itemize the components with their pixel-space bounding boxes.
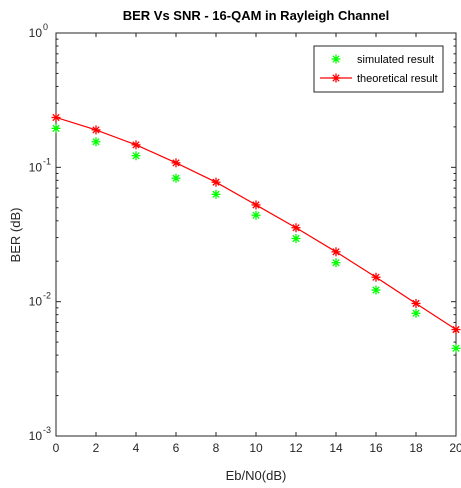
chart-title: BER Vs SNR - 16-QAM in Rayleigh Channel [123, 8, 390, 23]
y-axis-label: BER (dB) [8, 208, 23, 263]
x-tick-label: 10 [249, 441, 263, 455]
x-tick-label: 16 [369, 441, 383, 455]
simulated-point [331, 258, 341, 268]
theoretical-point [331, 247, 341, 257]
y-tick-label: 10 [29, 26, 43, 40]
x-tick-label: 20 [449, 441, 461, 455]
theoretical-point [51, 112, 61, 122]
legend-marker [331, 54, 341, 64]
x-axis-label: Eb/N0(dB) [226, 468, 287, 483]
simulated-point [171, 173, 181, 183]
y-tick-base: 10 [29, 26, 43, 40]
y-tick-exponent: -2 [43, 291, 51, 301]
simulated-point [131, 151, 141, 161]
theoretical-point [171, 158, 181, 168]
theoretical-point [91, 125, 101, 135]
theoretical-point [371, 272, 381, 282]
y-tick-exponent: 0 [43, 22, 48, 32]
x-tick-label: 2 [93, 441, 100, 455]
simulated-point [371, 285, 381, 295]
legend-box [313, 45, 444, 93]
simulated-point [211, 189, 221, 199]
theoretical-point [251, 200, 261, 210]
theoretical-point [291, 223, 301, 233]
theoretical-point [211, 177, 221, 187]
legend-label: simulated result [357, 54, 434, 66]
y-tick-exponent: -3 [43, 425, 51, 435]
x-tick-label: 14 [329, 441, 343, 455]
x-tick-label: 8 [213, 441, 220, 455]
legend-marker [331, 73, 341, 83]
y-tick-label: 10 [29, 295, 43, 309]
y-tick-label: 10 [29, 160, 43, 174]
y-tick-exponent: -1 [43, 156, 51, 166]
theoretical-point [131, 140, 141, 150]
y-tick-base: 10 [29, 295, 43, 309]
plot-area [55, 32, 457, 437]
x-tick-label: 18 [409, 441, 423, 455]
legend-label: theoretical result [357, 73, 438, 85]
y-tick-label: 10 [29, 429, 43, 443]
x-tick-label: 12 [289, 441, 303, 455]
simulated-point [451, 343, 461, 353]
simulated-point [91, 137, 101, 147]
series-theoretical [51, 112, 461, 335]
x-axis: 0 2 4 6 8 10 12 14 16 18 20 [53, 33, 461, 455]
x-tick-label: 6 [173, 441, 180, 455]
y-tick-base: 10 [29, 429, 43, 443]
legend: simulated result theoretical result [313, 45, 444, 93]
x-tick-label: 0 [53, 441, 60, 455]
y-tick-base: 10 [29, 160, 43, 174]
series-simulated [51, 123, 461, 353]
series-layer [51, 112, 461, 353]
simulated-point [251, 210, 261, 220]
simulated-point [411, 308, 421, 318]
theoretical-point [411, 298, 421, 308]
theoretical-point [451, 325, 461, 335]
simulated-point [291, 234, 301, 244]
simulated-point [51, 123, 61, 133]
x-tick-label: 4 [133, 441, 140, 455]
